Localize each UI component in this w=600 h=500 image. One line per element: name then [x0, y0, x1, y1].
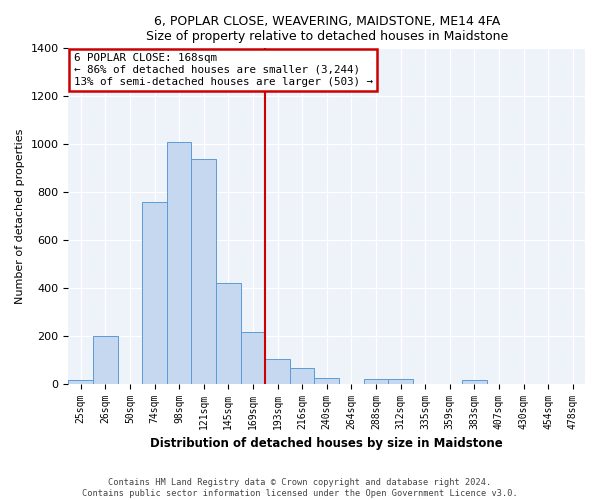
- Title: 6, POPLAR CLOSE, WEAVERING, MAIDSTONE, ME14 4FA
Size of property relative to det: 6, POPLAR CLOSE, WEAVERING, MAIDSTONE, M…: [146, 15, 508, 43]
- Bar: [462, 380, 487, 384]
- Bar: [265, 358, 290, 384]
- Bar: [142, 202, 167, 384]
- Bar: [314, 378, 339, 384]
- Bar: [216, 283, 241, 384]
- Bar: [93, 336, 118, 384]
- Bar: [290, 368, 314, 384]
- Bar: [388, 379, 413, 384]
- Text: 6 POPLAR CLOSE: 168sqm
← 86% of detached houses are smaller (3,244)
13% of semi-: 6 POPLAR CLOSE: 168sqm ← 86% of detached…: [74, 54, 373, 86]
- Y-axis label: Number of detached properties: Number of detached properties: [15, 128, 25, 304]
- X-axis label: Distribution of detached houses by size in Maidstone: Distribution of detached houses by size …: [151, 437, 503, 450]
- Bar: [68, 380, 93, 384]
- Bar: [364, 379, 388, 384]
- Bar: [167, 142, 191, 384]
- Bar: [191, 158, 216, 384]
- Text: Contains HM Land Registry data © Crown copyright and database right 2024.
Contai: Contains HM Land Registry data © Crown c…: [82, 478, 518, 498]
- Bar: [241, 332, 265, 384]
